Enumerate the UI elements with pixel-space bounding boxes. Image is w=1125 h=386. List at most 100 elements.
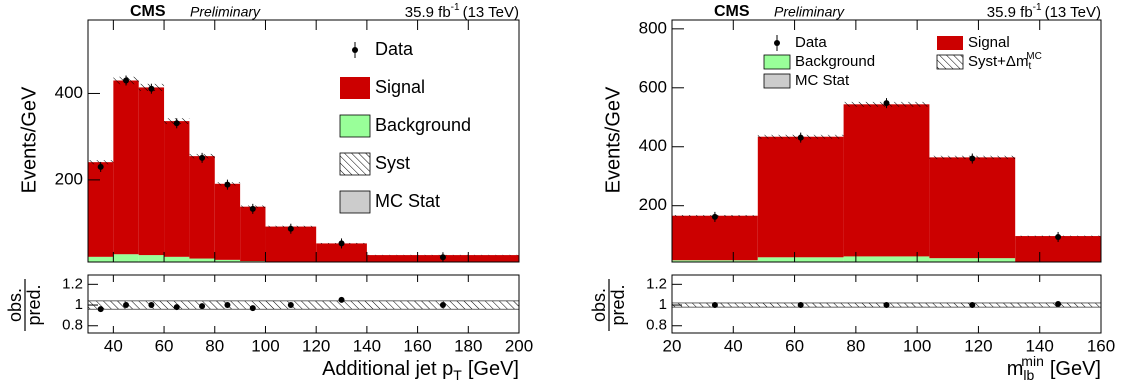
ratio-y-tick-label: 1.2 [646,275,667,292]
stack-bar [88,162,114,257]
y-axis-label: Events/GeV [602,86,624,193]
legend-label-part: MC Stat [375,191,440,211]
ratio-band [88,300,519,310]
ratio-y-tick-label: 1.2 [62,275,83,292]
legend-label-part: MC [1026,51,1042,62]
x-axis-label-part: min [1021,353,1044,369]
ratio-point [797,302,804,309]
stack-bar [929,258,1016,262]
preliminary-label: Preliminary [774,4,845,20]
preliminary-label: Preliminary [190,4,261,20]
legend-label-part: Syst [375,153,410,173]
x-tick-label: 80 [846,336,865,355]
stack-bar [189,258,215,262]
legend-label: Signal [375,77,425,97]
stack-bar [138,255,165,262]
x-axis-label-part: m [1007,358,1024,380]
legend-label-part: Background [375,115,471,135]
legend-label-part: Data [795,34,827,51]
y-tick-label: 200 [639,195,667,214]
ratio-point [224,302,231,309]
y-tick-label: 400 [55,83,83,102]
stack-bar [88,256,114,262]
x-tick-label: 40 [724,336,743,355]
lumi-label-part: 35.9 fb [987,4,1033,21]
stack-bar [214,183,241,260]
cms-label: CMS [130,3,166,20]
x-axis-label-part: lb [1023,367,1034,383]
legend-label: Background [375,115,471,135]
x-tick-label: 180 [454,336,482,355]
data-point [969,155,976,162]
ratio-point [148,302,155,309]
data-point [173,120,180,127]
x-axis-label-part: T [453,367,462,383]
legend-marker [352,47,358,53]
stack-bar [189,156,215,259]
legend-label-part: Signal [375,77,425,97]
legend-label-part: Signal [968,34,1010,51]
data-point [1055,233,1062,240]
ratio-y-label-top: obs. [589,288,609,322]
stack-bar [757,257,844,262]
x-tick-label: 100 [903,336,931,355]
data-point [439,254,446,261]
stack-bar [214,259,241,262]
ratio-point [711,302,718,309]
main-plot [672,101,1101,262]
x-axis-label-part: [GeV] [1050,358,1101,380]
x-axis-label-part: Additional jet p [322,358,453,380]
lumi-label-part: (13 TeV) [463,4,519,21]
data-point [148,85,155,92]
ratio-y-label-bottom: pred. [608,284,628,325]
legend-label-part: Background [795,53,875,70]
x-tick-label: 20 [663,336,682,355]
ratio-point [199,303,206,310]
x-tick-label: 120 [964,336,992,355]
lumi-label: 35.9 fb-1 (13 TeV) [405,2,519,21]
legend-swatch [763,73,791,89]
lumi-label-part: (13 TeV) [1045,4,1101,21]
x-tick-label: 60 [155,336,174,355]
x-axis-label: Additional jet pT [GeV] [322,358,519,382]
stack-bar [265,262,316,266]
ratio-point [439,302,446,309]
ratio-y-tick-label: 0.8 [646,317,667,334]
stack-bar [113,254,139,262]
stack-bar [367,264,519,266]
stack-bar [672,260,758,262]
data-point [249,205,256,212]
ratio-point [883,302,890,309]
legend-label-part: Data [375,39,414,59]
legend-label-part: Syst+Δm [968,53,1028,70]
legend-label: MC Stat [375,191,440,211]
data-point [797,134,804,141]
lumi-label: 35.9 fb-1 (13 TeV) [987,2,1101,21]
stack-bar [316,243,367,262]
ratio-y-label: obs. pred. [5,279,44,331]
ratio-y-label-bottom: pred. [24,284,44,325]
legend-swatch [339,190,371,214]
stack-bar [164,256,190,262]
legend-label: Syst [375,153,410,173]
y-tick-label: 400 [639,136,667,155]
lumi-label-part: 35.9 fb [405,4,451,21]
stack-bar [843,256,930,262]
legend-swatch [339,114,371,138]
y-tick-label: 600 [639,77,667,96]
stack-bar [164,121,190,257]
x-axis-label: mlbmin [GeV] [1007,353,1101,383]
ratio-point [249,305,256,312]
x-tick-label: 160 [403,336,431,355]
legend-swatch [339,152,371,176]
stack-bar [316,263,367,266]
data-point [199,154,206,161]
legend-label: Syst+ΔmtMC [968,51,1042,72]
x-tick-label: 160 [1087,336,1115,355]
y-axis-label: Events/GeV [18,86,40,193]
x-tick-label: 200 [505,336,533,355]
data-point [287,225,294,232]
ratio-frame [87,274,520,334]
x-tick-label: 120 [302,336,330,355]
x-tick-label: 80 [205,336,224,355]
